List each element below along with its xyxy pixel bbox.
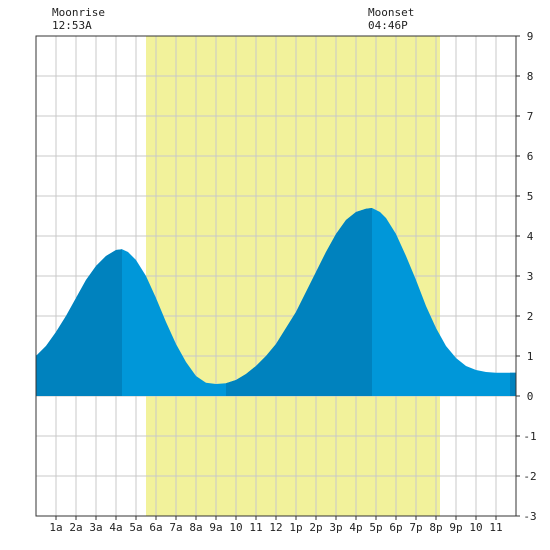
x-tick-label: 8p [429, 521, 442, 534]
x-tick-label: 4a [109, 521, 122, 534]
moonset-time: 04:46P [368, 19, 408, 32]
x-tick-label: 3p [329, 521, 342, 534]
x-tick-label: 5p [369, 521, 382, 534]
x-tick-label: 9p [449, 521, 462, 534]
y-tick-label: 3 [527, 270, 534, 283]
tide-area [36, 208, 516, 396]
y-tick-label: -3 [523, 510, 536, 523]
y-tick-label: -2 [523, 470, 536, 483]
y-tick-label: 4 [527, 230, 534, 243]
y-tick-label: 6 [527, 150, 534, 163]
x-tick-label: 6p [389, 521, 402, 534]
x-tick-label: 2a [69, 521, 82, 534]
moonrise-time: 12:53A [52, 19, 92, 32]
y-tick-label: 5 [527, 190, 534, 203]
moonrise-label: Moonrise [52, 6, 105, 19]
x-tick-label: 3a [89, 521, 102, 534]
x-tick-label: 1a [49, 521, 62, 534]
x-tick-label: 5a [129, 521, 142, 534]
x-tick-label: 12 [269, 521, 282, 534]
x-tick-label: 11 [489, 521, 502, 534]
x-tick-label: 9a [209, 521, 222, 534]
x-tick-label: 7p [409, 521, 422, 534]
y-tick-label: 8 [527, 70, 534, 83]
y-tick-label: -1 [523, 430, 536, 443]
x-tick-label: 6a [149, 521, 162, 534]
x-tick-label: 10 [469, 521, 482, 534]
y-tick-label: 2 [527, 310, 534, 323]
y-tick-label: 0 [527, 390, 534, 403]
y-tick-label: 1 [527, 350, 534, 363]
x-tick-label: 4p [349, 521, 362, 534]
x-tick-label: 1p [289, 521, 302, 534]
y-tick-label: 7 [527, 110, 534, 123]
x-tick-label: 10 [229, 521, 242, 534]
y-tick-label: 9 [527, 30, 534, 43]
moonset-label: Moonset [368, 6, 414, 19]
x-tick-label: 11 [249, 521, 262, 534]
x-tick-label: 7a [169, 521, 182, 534]
x-tick-label: 2p [309, 521, 322, 534]
x-tick-label: 8a [189, 521, 202, 534]
